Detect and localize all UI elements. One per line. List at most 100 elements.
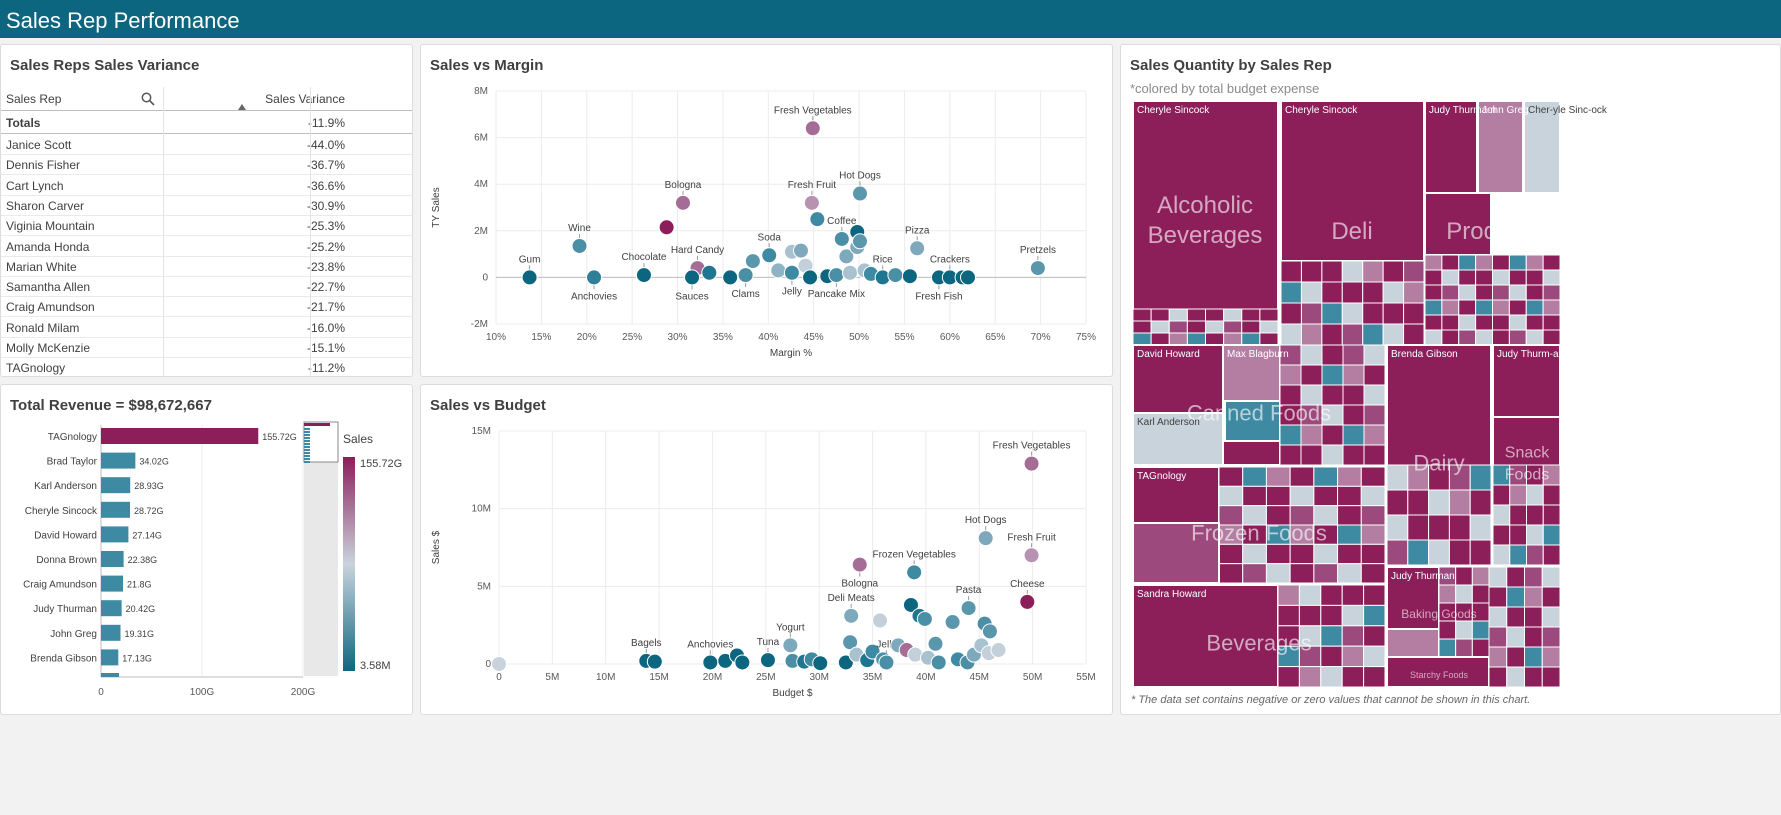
table-row[interactable]: Sharon Carver -30.9%	[1, 196, 412, 216]
data-label: Hot Dogs	[839, 171, 881, 182]
category-label: David Howard	[34, 530, 97, 541]
table-row[interactable]: Dennis Fisher -36.7%	[1, 155, 412, 176]
legend-gradient	[343, 457, 355, 671]
x-tick-label: 0	[496, 672, 502, 683]
treemap-cell	[1320, 625, 1343, 647]
treemap-cell	[1477, 100, 1524, 194]
treemap-rep-label: Brenda Gibson	[1391, 349, 1458, 360]
data-label: Pretzels	[1020, 245, 1056, 256]
x-tick-label: 70%	[1031, 332, 1051, 343]
table-row[interactable]: Amanda Honda -25.2%	[1, 237, 412, 257]
y-tick-label: 0	[482, 272, 488, 283]
y-tick-label: 5M	[477, 581, 491, 592]
treemap-cell	[1382, 260, 1405, 283]
data-point	[770, 262, 787, 279]
treemap-cell	[1448, 539, 1471, 566]
treemap-cell	[1526, 524, 1544, 546]
treemap-cell	[1205, 308, 1225, 322]
data-label: Tuna	[757, 637, 780, 648]
table-row[interactable]: Cart Lynch -36.6%	[1, 176, 412, 196]
treemap-cell	[1508, 314, 1527, 331]
treemap-cell	[1341, 302, 1364, 325]
sales-variance-panel[interactable]: Sales Reps Sales Variance Sales Rep Sale…	[0, 44, 413, 377]
column-header-sales-variance[interactable]: Sales Variance	[265, 92, 345, 106]
sales-variance-cell: -44.0%	[306, 138, 345, 152]
sales-vs-budget-chart[interactable]: 0 5M 10M 15M 20M 25M 30M 35M 40M 45M 50M 55M 0 5M 10M 1…	[421, 385, 1113, 715]
sales-vs-margin-chart[interactable]: 10% 15% 20% 25% 30% 35% 40% 45% 50% 55% 60% 65% 70% 7…	[421, 45, 1113, 377]
treemap-cell	[1458, 254, 1477, 271]
treemap-cell	[1508, 269, 1527, 286]
table-row[interactable]: Craig Amundson -21.7%	[1, 297, 412, 318]
table-row[interactable]: Ronald Milam -16.0%	[1, 318, 412, 338]
sales-vs-margin-panel[interactable]: Sales vs Margin 10% 15% 20% 25% 30% 35% 40% 45%…	[420, 44, 1113, 377]
data-point	[586, 269, 603, 286]
treemap-rep-label: Cheryle Sincock	[1137, 105, 1210, 116]
data-point	[571, 237, 588, 254]
total-revenue-panel[interactable]: Total Revenue = $98,672,667 0 100G 200G TAG…	[0, 384, 413, 715]
treemap-cell	[1475, 299, 1493, 316]
table-row[interactable]: Samantha Allen -22.7%	[1, 277, 412, 298]
treemap-cell	[1363, 424, 1386, 446]
x-axis-title: Budget $	[772, 688, 812, 699]
treemap-cell	[1298, 584, 1322, 606]
data-label: Anchovies	[571, 291, 617, 302]
treemap-cell	[1488, 666, 1508, 688]
y-tick-label: 6M	[474, 133, 488, 144]
treemap-cell	[1150, 308, 1170, 322]
table-row[interactable]: Molly McKenzie -15.1%	[1, 338, 412, 358]
treemap-cell	[1363, 666, 1386, 688]
overview-bar	[304, 452, 310, 454]
table-row[interactable]: Viginia Mountain -25.3%	[1, 216, 412, 237]
treemap-cell	[1363, 364, 1386, 386]
overview-bar	[304, 461, 310, 463]
treemap-cell	[1150, 320, 1170, 334]
sales-quantity-panel[interactable]: Sales Quantity by Sales Rep *colored by …	[1120, 44, 1781, 715]
revenue-bar-chart[interactable]: 0 100G 200G TAGnology 155.72G Brad Taylor 34.0…	[1, 385, 413, 715]
search-icon[interactable]	[141, 92, 155, 106]
treemap-cell	[1277, 584, 1300, 606]
column-header-sales-rep[interactable]: Sales Rep	[6, 92, 62, 106]
data-label: Clams	[731, 289, 759, 300]
x-tick-label: 10%	[486, 332, 506, 343]
treemap-cell	[1424, 254, 1443, 271]
treemap-cell	[1132, 584, 1279, 688]
treemap-cell	[1455, 620, 1473, 640]
treemap-category-label: Baking Goods	[1401, 607, 1476, 621]
treemap-cell	[1428, 489, 1450, 516]
sales-vs-budget-panel[interactable]: Sales vs Budget 0 5M 10M 15M 20M 25M 30M 35M 40M…	[420, 384, 1113, 715]
data-point	[658, 219, 675, 236]
data-point	[851, 556, 868, 573]
treemap-cell	[1265, 485, 1291, 507]
treemap-cell	[1542, 504, 1561, 526]
treemap-cell	[1428, 514, 1450, 541]
treemap-cell	[1265, 466, 1291, 487]
treemap-cell	[1541, 666, 1561, 688]
treemap-category-label: Deli	[1331, 218, 1372, 245]
table-row[interactable]: Marian White -23.8%	[1, 257, 412, 277]
data-point	[804, 120, 821, 137]
treemap-cell	[1492, 254, 1510, 271]
data-point	[902, 596, 919, 613]
data-point	[864, 643, 881, 660]
category-label: John Greg	[50, 629, 97, 640]
sales-rep-cell: Janice Scott	[6, 138, 72, 152]
table-row[interactable]: TAGnology -11.2%	[1, 358, 412, 376]
data-label: Fresh Vegetables	[993, 441, 1071, 452]
treemap-cell	[1455, 566, 1473, 586]
treemap-category-label: Alcoholic	[1157, 192, 1253, 219]
treemap-cell	[1524, 586, 1543, 608]
sort-ascending-icon	[238, 104, 246, 110]
bar	[101, 477, 131, 494]
treemap-cell	[1506, 666, 1525, 688]
treemap-cell	[1300, 424, 1323, 446]
treemap-category-label: Snack	[1505, 444, 1550, 461]
category-label: Brenda Gibson	[30, 653, 97, 664]
data-label: Chocolate	[621, 252, 666, 263]
data-label: Wine	[568, 223, 591, 234]
sales-variance-cell: -22.7%	[306, 280, 345, 295]
treemap-cell	[1407, 489, 1430, 516]
treemap-cell	[1363, 444, 1386, 466]
treemap-cell	[1363, 344, 1386, 366]
table-row[interactable]: Janice Scott -44.0%	[1, 135, 412, 155]
treemap-chart[interactable]: Alcoholic Beverages Deli Produce Canned Food…	[1121, 45, 1781, 715]
